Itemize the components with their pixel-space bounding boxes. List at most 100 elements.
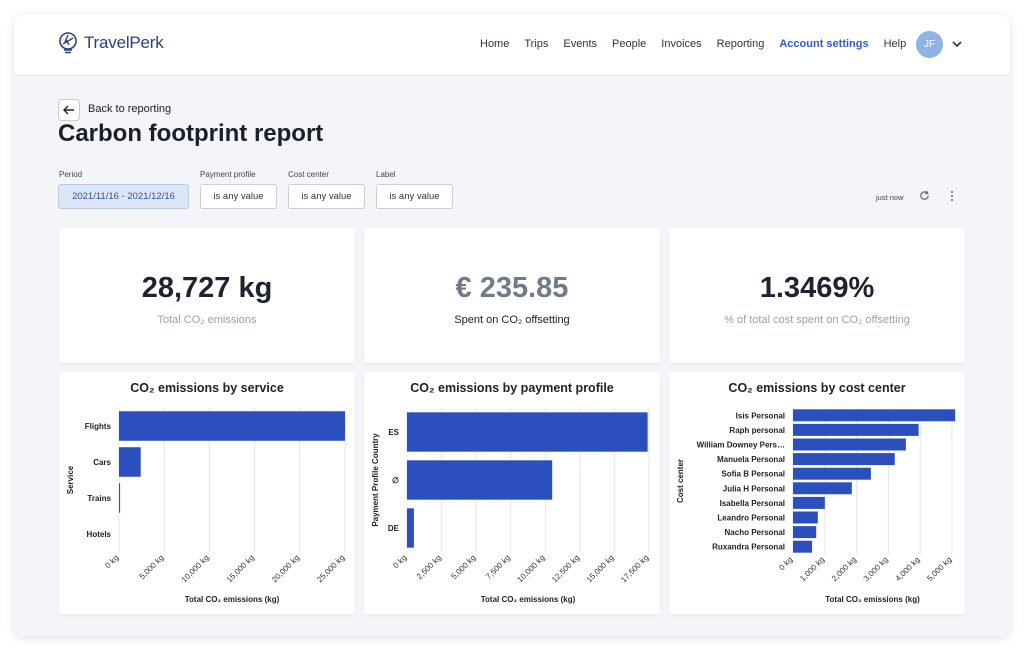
chart-title: CO₂ emissions by cost center (728, 381, 906, 395)
x-tick-label: 25,000 kg (315, 553, 346, 584)
nav-invoices[interactable]: Invoices (661, 38, 702, 50)
stat-value: 1.3469% (759, 272, 875, 304)
y-category-label: Isis Personal (736, 411, 785, 420)
bar (793, 409, 956, 422)
emissions-by-cost-center-chart: 0 kg 1,000 kg 2,000 kg 3,000 kg 4,000 kg 5,00… (676, 408, 956, 604)
y-category-label: Flights (85, 422, 112, 431)
chevron-down-icon[interactable] (951, 38, 963, 50)
x-tick-label: 3,000 kg (862, 555, 890, 583)
y-category-label: Hotels (87, 530, 112, 539)
nav-help[interactable]: Help (883, 38, 907, 50)
x-tick-label: 12,500 kg (550, 553, 581, 584)
stat-label: % of total cost spent on CO₂ offsetting (724, 314, 910, 326)
chart-card-by-cost-center: CO₂ emissions by cost center 0 kg 1,000 k… (669, 372, 965, 614)
chart-title: CO₂ emissions by service (130, 381, 284, 395)
filter-label-button[interactable]: is any value (376, 184, 453, 209)
y-category-label: Sofia B Personal (721, 470, 785, 479)
user-avatar[interactable]: JF (916, 31, 943, 58)
bar (793, 511, 818, 524)
y-category-label: Ruxandra Personal (712, 543, 785, 552)
bar (793, 453, 895, 466)
y-category-label: Trains (87, 494, 111, 503)
x-axis-title: Total CO₂ emissions (kg) (185, 595, 280, 604)
y-category-label: Raph personal (729, 426, 785, 435)
x-tick-label: 2,500 kg (415, 553, 443, 581)
page-title: Carbon footprint report (58, 120, 324, 147)
filter-period-label: Period (59, 170, 83, 179)
stat-value: 28,727 kg (141, 272, 273, 304)
top-navigation-bar: TravelPerk Home Trips Events People Invo… (14, 14, 1010, 76)
y-axis-title: Service (66, 465, 75, 494)
stat-card-offsetting-percent: 1.3469% % of total cost spent on CO₂ off… (669, 228, 965, 363)
chart-card-by-service: CO₂ emissions by service 0 kg 5,000 kg 10,… (59, 372, 355, 614)
emissions-by-payment-profile-chart: 0 kg 2,500 kg 5,000 kg 7,500 kg 10,000 kg 12,… (371, 408, 650, 604)
x-axis-title: Total CO₂ emissions (kg) (825, 595, 920, 604)
y-axis-title: Payment Profile Country (371, 433, 380, 527)
x-tick-label: 4,000 kg (894, 555, 922, 583)
filter-cost-center-button[interactable]: is any value (288, 184, 365, 209)
app-window: TravelPerk Home Trips Events People Invo… (14, 14, 1010, 636)
x-tick-label: 5,000 kg (449, 553, 477, 581)
bar (407, 412, 648, 452)
x-tick-label: 10,000 kg (515, 553, 546, 584)
bar (793, 467, 871, 480)
y-category-label: Cars (93, 458, 111, 467)
filter-period-button[interactable]: 2021/11/16 - 2021/12/16 (58, 184, 189, 209)
brand-logo[interactable]: TravelPerk (58, 32, 164, 54)
y-category-label: Julia H Personal (723, 484, 785, 493)
y-category-label: Isabella Personal (720, 499, 785, 508)
nav-people[interactable]: People (612, 38, 647, 50)
nav-reporting[interactable]: Reporting (716, 38, 765, 50)
arrow-left-icon (63, 105, 74, 115)
x-tick-label: 15,000 kg (585, 553, 616, 584)
bar (793, 526, 817, 539)
y-category-label: ∅ (392, 476, 399, 485)
more-options-icon[interactable] (950, 190, 954, 202)
filter-cost-center-label: Cost center (288, 170, 329, 179)
travelperk-logo-icon (59, 32, 77, 54)
refresh-icon[interactable] (919, 190, 930, 201)
x-tick-label: 7,500 kg (484, 553, 512, 581)
stat-card-total-emissions: 28,727 kg Total CO₂ emissions (59, 228, 355, 363)
nav-trips[interactable]: Trips (524, 38, 549, 50)
bar (407, 460, 553, 500)
back-arrow-button[interactable] (58, 99, 80, 121)
x-tick-label: 17,500 kg (619, 553, 650, 584)
bar (119, 411, 345, 441)
x-tick-label: 2,000 kg (830, 555, 858, 583)
y-category-label: Leandro Personal (717, 514, 785, 523)
chart-card-by-payment-profile: CO₂ emissions by payment profile 0 kg 2,5… (364, 372, 660, 614)
filter-payment-profile-label: Payment profile (200, 170, 256, 179)
x-tick-label: 1,000 kg (798, 555, 826, 583)
emissions-by-service-chart: 0 kg 5,000 kg 10,000 kg 15,000 kg 20,000 kg 2… (66, 408, 346, 604)
x-axis-title: Total CO₂ emissions (kg) (481, 595, 576, 604)
filter-payment-profile-button[interactable]: is any value (200, 184, 277, 209)
bar (793, 496, 825, 509)
last-updated-text: just now (876, 193, 904, 202)
back-to-reporting-link[interactable]: Back to reporting (88, 103, 172, 115)
nav-home[interactable]: Home (480, 38, 510, 50)
stat-value: € 235.85 (455, 272, 569, 304)
x-tick-label: 0 kg (103, 553, 120, 570)
bar (407, 508, 414, 548)
x-tick-label: 15,000 kg (225, 553, 256, 584)
bar (793, 438, 906, 451)
stat-card-offsetting-spend: € 235.85 Spent on CO₂ offsetting (364, 228, 660, 363)
bar (793, 423, 919, 436)
nav-account-settings[interactable]: Account settings (779, 38, 869, 50)
stat-label: Total CO₂ emissions (157, 314, 257, 326)
x-tick-label: 20,000 kg (270, 553, 301, 584)
x-tick-label: 5,000 kg (925, 555, 953, 583)
y-category-label: William Downey Pers… (697, 441, 785, 450)
main-nav: Home Trips Events People Invoices Report… (480, 38, 921, 50)
y-category-label: ES (388, 428, 399, 437)
nav-events[interactable]: Events (563, 38, 598, 50)
bar (793, 540, 813, 553)
y-category-label: Manuela Personal (717, 455, 785, 464)
y-category-label: DE (388, 524, 400, 533)
x-tick-label: 10,000 kg (180, 553, 211, 584)
bar (119, 483, 121, 513)
stat-label: Spent on CO₂ offsetting (454, 314, 570, 326)
chart-title: CO₂ emissions by payment profile (410, 381, 614, 395)
filter-label-label: Label (376, 170, 396, 179)
